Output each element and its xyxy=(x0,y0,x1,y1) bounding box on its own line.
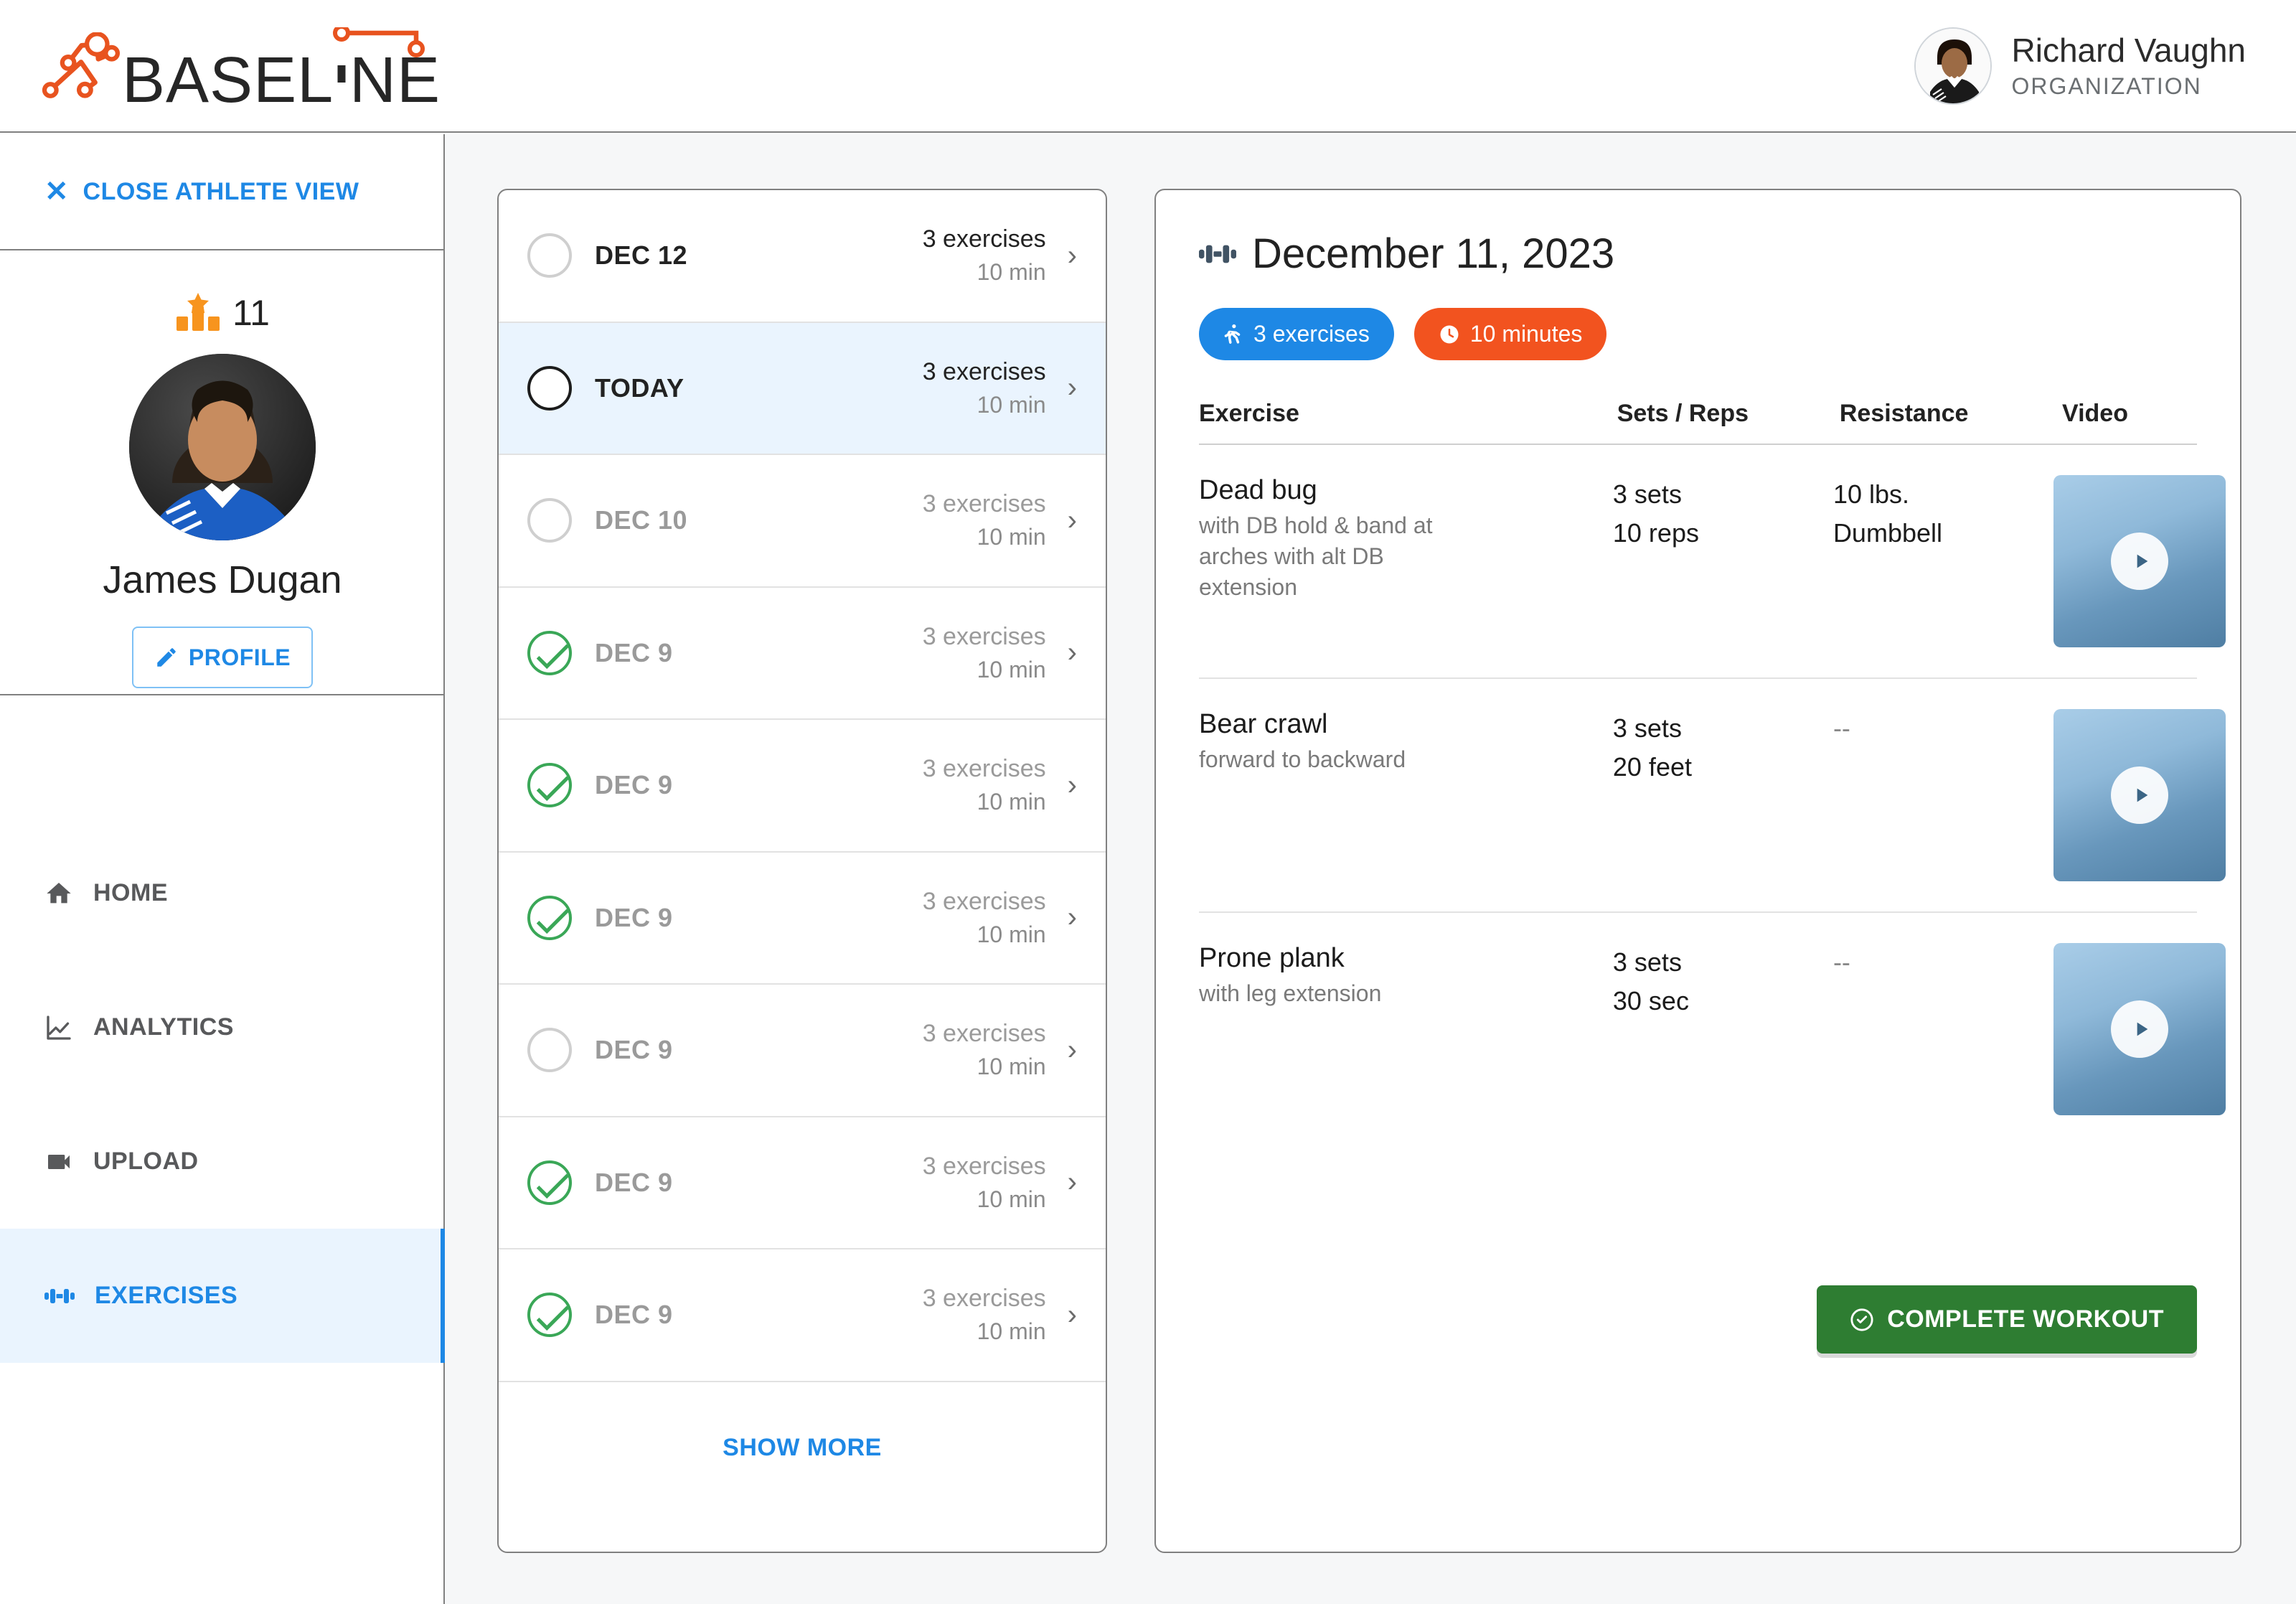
svg-text:NE: NE xyxy=(349,44,441,116)
svg-text:BASEL: BASEL xyxy=(122,44,334,116)
